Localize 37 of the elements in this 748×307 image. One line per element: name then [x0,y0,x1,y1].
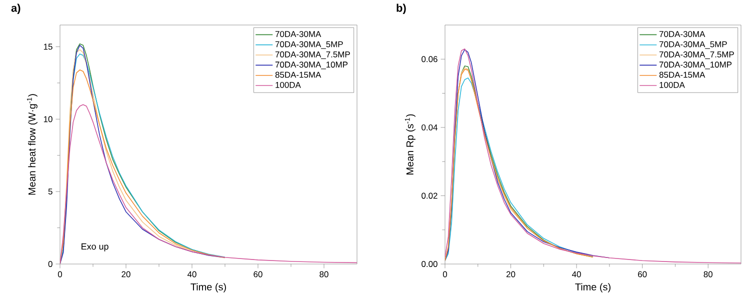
x-tick-label: 0 [58,271,62,278]
legend-label: 70DA-30MA_5MP [275,41,343,49]
x-tick-label: 0 [442,271,448,278]
x-tick-label: 60 [638,271,647,278]
x-tick-label: 20 [506,271,516,278]
x-tick-label: 20 [122,271,130,278]
legend-label: 70DA-30MA [275,31,322,38]
y-tick-label: 0.00 [422,261,438,267]
x-tick-label: 80 [704,271,712,278]
y-tick-label: 0.02 [422,192,438,199]
chart-title: b) [396,4,406,14]
legend-label: 100DA [660,82,685,88]
y-axis-title: Mean heat flow (W·g$^{-1}$) [26,94,38,195]
legend-label: 85DA-15MA [659,72,706,78]
x-tick-label: 80 [320,271,328,278]
y-tick-label: 0.06 [422,56,438,62]
chart-title: a) [11,4,20,14]
y-tick-label: 0.04 [422,124,438,130]
legend-label: 70DA-30MA_10MP [659,62,732,70]
y-tick-label: 10 [44,116,52,122]
annotation: Exo up [82,243,108,252]
x-tick-label: 40 [187,271,196,278]
y-tick-label: 5 [48,188,52,195]
y-tick-label: 15 [44,44,52,50]
legend-label: 70DA-30MA_7.5MP [659,51,734,60]
legend-label: 85DA-15MA [275,72,322,78]
y-axis-title: Mean Rp (s$^{-1}$) [404,114,416,174]
legend-label: 70DA-30MA_10MP [275,62,348,70]
x-tick-label: 40 [572,271,581,278]
legend-label: 70DA-30MA_5MP [659,41,727,49]
legend-label: 100DA [276,82,301,88]
y-tick-label: 0 [48,261,52,267]
x-axis-title: Time (s) [575,283,610,292]
legend-label: 70DA-30MA [659,31,706,38]
x-axis-title: Time (s) [190,283,226,292]
x-tick-label: 60 [254,271,262,278]
legend-label: 70DA-30MA_7.5MP [275,51,350,60]
